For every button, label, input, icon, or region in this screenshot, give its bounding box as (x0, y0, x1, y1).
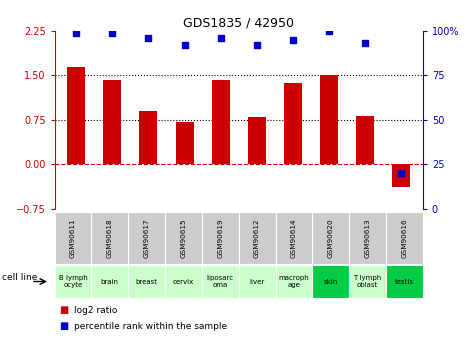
Text: liver: liver (249, 278, 265, 285)
Bar (320, 76, 338, 164)
Text: B lymph
ocyte: B lymph ocyte (58, 275, 87, 288)
Bar (356, 116, 374, 164)
Bar (67, 67, 86, 164)
Point (361, 41, 369, 46)
Bar (392, 164, 410, 187)
Bar (247, 117, 266, 164)
Text: breast: breast (136, 278, 158, 285)
Point (289, 37, 296, 43)
Text: GSM90619: GSM90619 (217, 218, 223, 258)
Bar (104, 80, 122, 164)
Text: GSM90618: GSM90618 (107, 218, 113, 258)
Bar (284, 82, 302, 164)
Text: log2 ratio: log2 ratio (74, 306, 117, 315)
Text: macroph
age: macroph age (278, 275, 309, 288)
Bar (140, 111, 158, 164)
Text: percentile rank within the sample: percentile rank within the sample (74, 322, 227, 331)
Text: GSM90611: GSM90611 (70, 218, 76, 258)
Text: liposarc
oma: liposarc oma (207, 275, 234, 288)
Text: skin: skin (323, 278, 338, 285)
Text: T lymph
oblast: T lymph oblast (353, 275, 381, 288)
Point (325, 28, 332, 34)
Point (109, 30, 116, 36)
Text: GSM90620: GSM90620 (328, 218, 334, 258)
Bar (176, 122, 194, 164)
Text: GSM90616: GSM90616 (401, 218, 408, 258)
Text: brain: brain (101, 278, 119, 285)
Point (73, 30, 80, 36)
Bar (212, 80, 230, 164)
Text: cell line: cell line (2, 273, 38, 282)
Point (397, 170, 405, 176)
Text: GSM90612: GSM90612 (254, 218, 260, 258)
Text: GSM90613: GSM90613 (364, 218, 370, 258)
Point (253, 42, 260, 48)
Text: GSM90617: GSM90617 (143, 218, 150, 258)
Text: cervix: cervix (173, 278, 194, 285)
Text: ■: ■ (59, 321, 68, 331)
Text: GSM90615: GSM90615 (180, 218, 187, 258)
Title: GDS1835 / 42950: GDS1835 / 42950 (183, 17, 294, 30)
Text: GSM90614: GSM90614 (291, 218, 297, 258)
Point (181, 42, 189, 48)
Text: testis: testis (395, 278, 414, 285)
Point (217, 36, 225, 41)
Point (145, 36, 152, 41)
Text: ■: ■ (59, 306, 68, 315)
